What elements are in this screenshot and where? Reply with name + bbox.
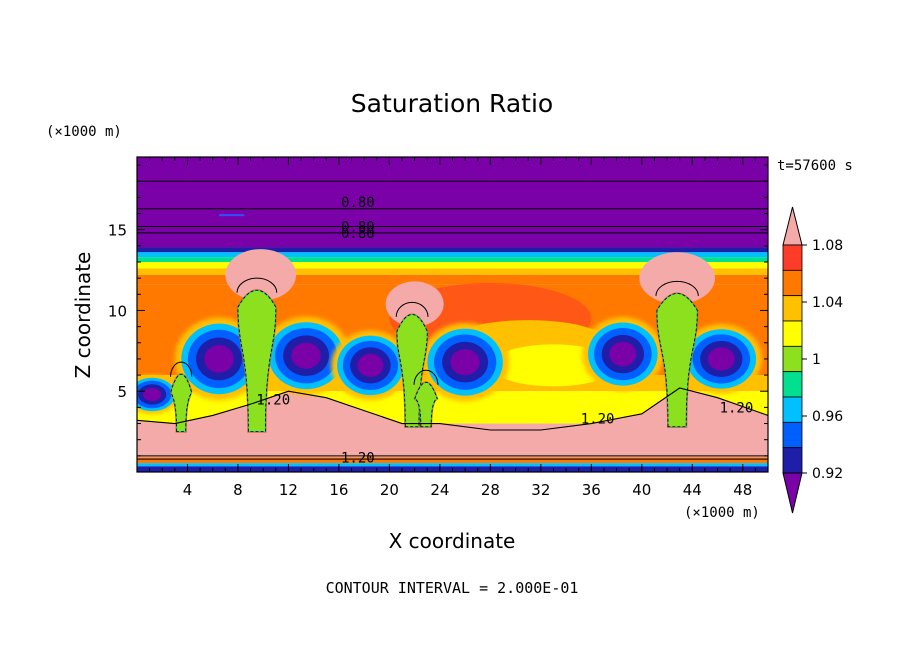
x-tick-label: 20: [380, 481, 399, 499]
colorbar-box: [782, 396, 803, 423]
x-axis-label: X coordinate: [389, 529, 516, 553]
field-band: [137, 181, 768, 209]
contour-label: 1.20: [256, 392, 290, 408]
colorbar-box: [782, 421, 803, 449]
field-layer: [137, 388, 768, 453]
y-tick-label: 5: [117, 383, 127, 401]
cloud-contour: [170, 373, 192, 433]
colorbar-box: [782, 345, 803, 373]
x-tick-label: 24: [430, 481, 449, 499]
field-band: [137, 252, 768, 258]
contour-label: 1.20: [341, 450, 375, 466]
contour-interval-label: CONTOUR INTERVAL = 2.000E-01: [326, 579, 579, 597]
heatmap-field: [137, 157, 768, 472]
field-wing: [450, 349, 480, 376]
contour-arch: [655, 280, 699, 296]
colorbar-box: [782, 320, 803, 347]
x-tick-label: 40: [632, 481, 651, 499]
colorbar-box: [782, 447, 803, 474]
cloud-contour: [396, 314, 428, 428]
y-tick-label: 15: [108, 222, 127, 240]
colorbar-box: [782, 269, 803, 297]
x-tick-label: 16: [329, 481, 348, 499]
field-band: [137, 274, 768, 285]
x-tick-label: 36: [582, 481, 601, 499]
colorbar-box: [782, 295, 803, 322]
contour-label: 0.80: [341, 226, 375, 242]
cloud-cap: [385, 281, 444, 327]
cloud-cap: [639, 252, 715, 304]
colorbar-label: 1.08: [812, 238, 843, 254]
y-tick-label: 10: [108, 302, 127, 320]
y-unit-label: (×1000 m): [46, 124, 122, 140]
x-unit-label: (×1000 m): [684, 505, 760, 521]
chart-title: Saturation Ratio: [351, 89, 553, 118]
cloud-contour: [414, 381, 438, 428]
contour-label: 0.80: [341, 195, 375, 211]
field-band: [137, 262, 768, 269]
x-tick-label: 28: [481, 481, 500, 499]
cloud-contour: [656, 293, 698, 428]
field-band: [137, 247, 768, 253]
colorbar-box: [782, 371, 803, 398]
field-band: [137, 457, 768, 464]
colorbar-label: 0.96: [812, 409, 843, 425]
x-tick-label: 8: [233, 481, 243, 499]
field-wing: [357, 353, 384, 378]
field-wing: [291, 342, 321, 369]
contour-label: 0.80: [341, 219, 375, 235]
colorbar-extend-bottom: [782, 472, 803, 514]
contour-arch: [413, 369, 439, 385]
colorbar-box: [782, 244, 803, 271]
contour-label: 1.20: [720, 400, 754, 416]
contour-line: [137, 387, 768, 431]
colorbar-label: 1: [812, 352, 821, 368]
contour-arch: [170, 361, 193, 377]
cloud-contour: [237, 290, 277, 433]
x-tick-label: 48: [733, 481, 752, 499]
cloud-cap: [225, 249, 297, 301]
field-band: [137, 463, 768, 467]
contour-arch: [236, 277, 278, 293]
y-axis-label: Z coordinate: [71, 252, 95, 379]
contour-label: 1.20: [581, 412, 615, 428]
field-wing: [143, 387, 162, 402]
field-wing: [204, 345, 234, 373]
field-band: [137, 157, 768, 182]
colorbar-label: 1.04: [812, 295, 843, 311]
colorbar-extend-top: [782, 206, 803, 246]
field-band: [137, 452, 768, 458]
time-label: t=57600 s: [777, 158, 853, 174]
contour-arch: [395, 302, 429, 317]
field-band: [137, 268, 768, 275]
x-tick-label: 32: [531, 481, 550, 499]
x-tick-label: 4: [183, 481, 193, 499]
field-wing: [609, 341, 637, 367]
colorbar-label: 0.92: [812, 466, 843, 482]
x-tick-label: 12: [279, 481, 298, 499]
field-wing: [707, 347, 735, 371]
x-tick-label: 44: [683, 481, 702, 499]
field-band: [137, 257, 768, 262]
